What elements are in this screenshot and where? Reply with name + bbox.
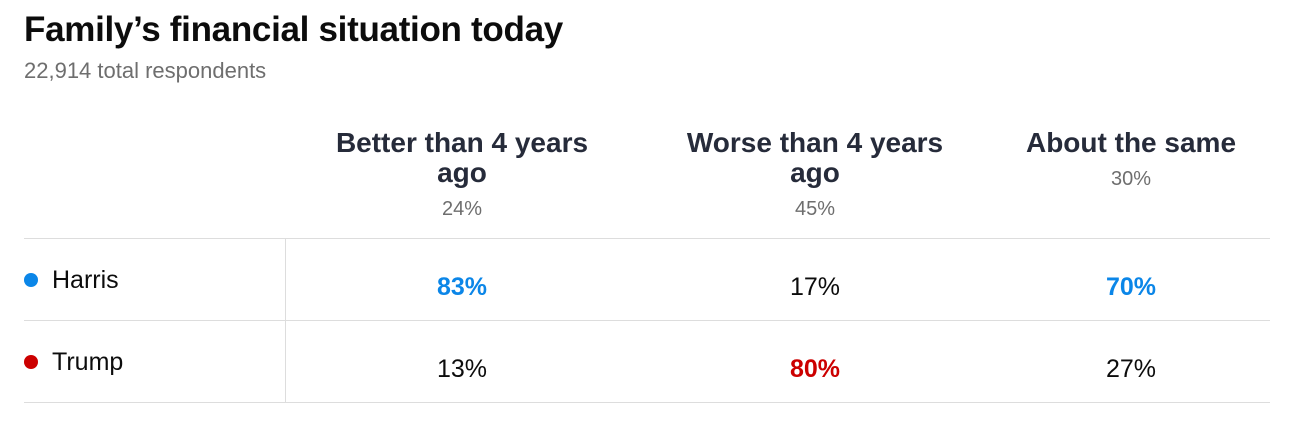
cell-harris-better: 83% [436, 272, 488, 301]
chart-subtitle: 22,914 total respondents [24, 58, 267, 83]
column-share: 30% [1110, 168, 1152, 190]
cell-trump-worse: 80% [789, 354, 841, 383]
cell-trump-same: 27% [1105, 354, 1157, 383]
row-name: Harris [52, 265, 119, 294]
harris-legend-dot-icon [24, 273, 38, 287]
column-share: 24% [441, 198, 483, 220]
row-name: Trump [52, 347, 124, 376]
column-label: Better than 4 years ago [335, 127, 589, 188]
row-divider [24, 320, 1270, 321]
cell-harris-worse: 17% [789, 272, 841, 301]
header-divider [24, 238, 1270, 239]
column-header-better: Better than 4 years ago 24% [312, 128, 612, 221]
column-header-worse: Worse than 4 years ago 45% [665, 128, 965, 221]
column-share: 45% [794, 198, 836, 220]
label-column-divider [285, 239, 286, 403]
column-header-same: About the same 30% [981, 128, 1281, 191]
cell-harris-same: 70% [1105, 272, 1157, 301]
trump-legend-dot-icon [24, 355, 38, 369]
column-label: About the same [1025, 127, 1237, 158]
row-label-harris: Harris [24, 239, 119, 321]
row-label-trump: Trump [24, 321, 123, 403]
column-label: Worse than 4 years ago [686, 127, 944, 188]
cell-trump-better: 13% [436, 354, 488, 383]
chart-title: Family’s financial situation today [24, 10, 563, 49]
table-bottom-border [24, 402, 1270, 403]
